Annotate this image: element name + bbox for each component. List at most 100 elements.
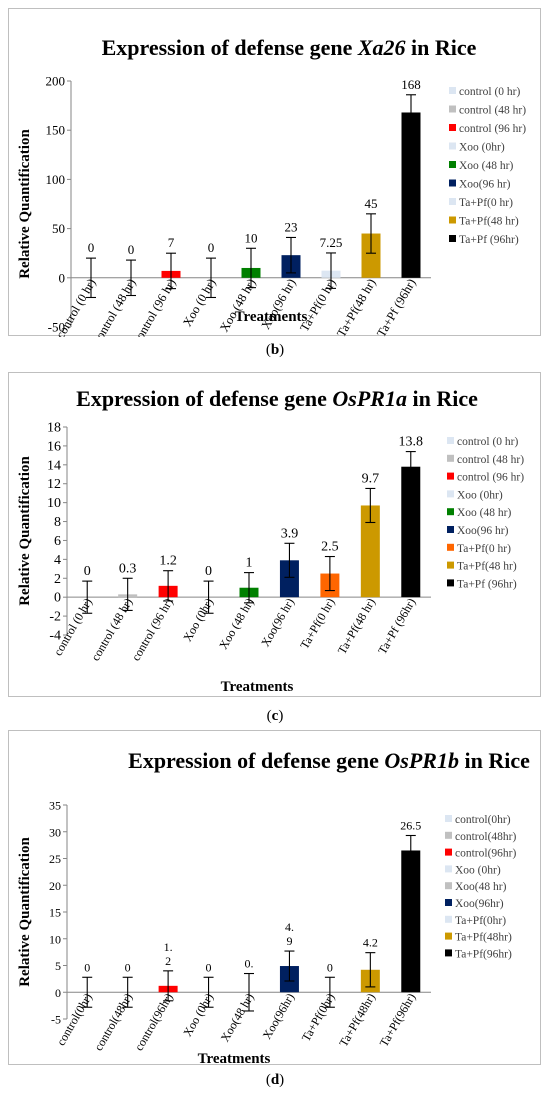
y-tick-label: 16 xyxy=(47,439,61,454)
caption-letter: b xyxy=(270,342,280,358)
y-tick-label: 100 xyxy=(46,172,66,187)
data-label-line: 4. xyxy=(285,920,294,934)
x-tick-label: Ta+Pf(0 hr) xyxy=(297,276,338,334)
chart-title-prefix: Expression of defense gene xyxy=(128,748,384,773)
legend-swatch xyxy=(449,216,456,224)
y-tick-label: 4 xyxy=(54,553,61,568)
legend-label: Xoo(48 hr) xyxy=(455,881,507,893)
data-label: 10 xyxy=(245,230,258,245)
data-label-line: 3.9 xyxy=(281,526,299,541)
x-tick-label: Ta+Pf(0hr) xyxy=(299,991,338,1044)
legend-swatch xyxy=(449,124,456,131)
x-tick-label: Ta+Pf(0 hr) xyxy=(297,596,337,652)
caption-b: (b) xyxy=(265,342,285,358)
y-tick-label: 6 xyxy=(54,534,61,549)
data-label-line: 45 xyxy=(365,196,378,211)
data-label: 1.2 xyxy=(164,940,173,968)
legend-label: control (0 hr) xyxy=(459,86,520,98)
y-tick-label: -5 xyxy=(51,1013,61,1027)
bar xyxy=(401,112,421,278)
x-tick-label: control (0 hr) xyxy=(53,276,98,337)
x-tick-label: control(96hr) xyxy=(132,991,176,1053)
y-tick-label: -50 xyxy=(48,320,65,335)
x-tick-label: Xoo (0hr) xyxy=(180,991,216,1039)
legend-swatch xyxy=(447,490,454,498)
chart-title-gene: Xa26 xyxy=(357,35,406,60)
legend-swatch xyxy=(445,831,452,839)
x-tick-label: Xoo (0hr) xyxy=(180,596,216,644)
data-label: 7.25 xyxy=(320,235,343,250)
legend-label: Xoo(96 hr) xyxy=(457,525,509,537)
data-label: 4.2 xyxy=(363,936,378,950)
data-label: 0 xyxy=(208,240,215,255)
data-label-line: 0 xyxy=(84,960,90,974)
data-label-line: 0 xyxy=(125,960,131,974)
legend-label: Xoo (0hr) xyxy=(457,489,503,501)
legend-swatch xyxy=(445,899,452,906)
data-label: 3.9 xyxy=(281,526,299,541)
data-label-line: 0 xyxy=(327,960,333,974)
data-label-line: 0 xyxy=(205,564,212,579)
legend-label: Xoo (48 hr) xyxy=(459,160,513,172)
chart-ospr1a: Expression of defense gene OsPR1a in Ric… xyxy=(17,386,524,695)
data-label-line: 0 xyxy=(208,240,215,255)
y-axis-label: Relative Quantification xyxy=(17,456,33,606)
x-tick-label: Ta+Pf(48 hr) xyxy=(335,596,378,657)
data-label-line: 10 xyxy=(245,230,258,245)
data-label-line: 26.5 xyxy=(400,818,421,832)
data-label-line: 2.5 xyxy=(321,540,339,555)
data-label-line: 0 xyxy=(88,240,95,255)
legend-swatch xyxy=(447,508,454,516)
x-tick-label: Xoo (48 hr) xyxy=(216,596,256,652)
data-label-line: 13.8 xyxy=(399,435,424,450)
legend-swatch xyxy=(449,87,456,94)
data-label: 0 xyxy=(84,960,90,974)
x-tick-label: control(48hr) xyxy=(91,991,135,1053)
data-label-line: 168 xyxy=(401,77,421,92)
data-label: 45 xyxy=(365,196,378,211)
chart-xa26: Expression of defense gene Xa26 in Rice -… xyxy=(17,35,526,337)
chart-title-suffix: in Rice xyxy=(459,748,530,773)
legend-label: control (96 hr) xyxy=(459,123,526,135)
legend-swatch xyxy=(447,437,454,444)
y-tick-label: 0 xyxy=(59,270,66,285)
legend-label: Ta+Pf(96hr) xyxy=(455,948,512,960)
data-label-line: 23 xyxy=(285,219,298,234)
legend-swatch xyxy=(449,198,456,205)
chart-title-suffix: in Rice xyxy=(406,35,477,60)
legend-swatch xyxy=(449,179,456,187)
legend-label: Ta+Pf(0 hr) xyxy=(459,197,513,209)
legend-label: Ta+Pf(48hr) xyxy=(455,932,512,944)
y-tick-label: 25 xyxy=(49,852,61,866)
bar xyxy=(279,560,299,598)
legend-label: Ta+Pf(48 hr) xyxy=(459,216,519,228)
y-tick-label: 10 xyxy=(49,932,61,946)
legend-swatch xyxy=(447,543,454,551)
data-label: 7 xyxy=(168,235,175,250)
y-tick-label: 30 xyxy=(49,825,61,839)
x-axis-label: Treatments xyxy=(221,679,294,695)
legend-swatch xyxy=(445,848,452,856)
data-label: 4. 9 xyxy=(285,920,294,948)
bar xyxy=(360,505,380,598)
x-tick-label: Ta+Pf (96hr) xyxy=(374,276,419,337)
y-tick-label: 150 xyxy=(46,123,66,138)
data-label: 0 xyxy=(125,960,131,974)
legend-swatch xyxy=(447,579,454,587)
chart-panel-b: Expression of defense gene Xa26 in Rice -… xyxy=(8,8,541,337)
legend-label: Xoo (0hr) xyxy=(459,142,505,154)
caption-c: (c) xyxy=(266,708,284,724)
legend-label: control(0hr) xyxy=(455,814,511,826)
chart-ospr1b: Expression of defense gene OsPR1b in Ric… xyxy=(17,748,530,1066)
x-tick-label: Ta+Pf(48 hr) xyxy=(334,276,379,337)
x-tick-label: Ta+Pf(48hr) xyxy=(336,991,378,1049)
legend-label: control(48hr) xyxy=(455,831,516,843)
data-label-line: 0 xyxy=(206,960,212,974)
data-label-line: 0 xyxy=(128,242,135,257)
legend-swatch xyxy=(445,915,452,923)
data-label-line: 1.2 xyxy=(159,554,177,569)
legend-label: Xoo (48 hr) xyxy=(457,507,511,519)
legend-label: control (96 hr) xyxy=(457,472,524,484)
data-label-line: 0. xyxy=(245,957,254,971)
chart-title: Expression of defense gene OsPR1b in Ric… xyxy=(128,748,530,773)
